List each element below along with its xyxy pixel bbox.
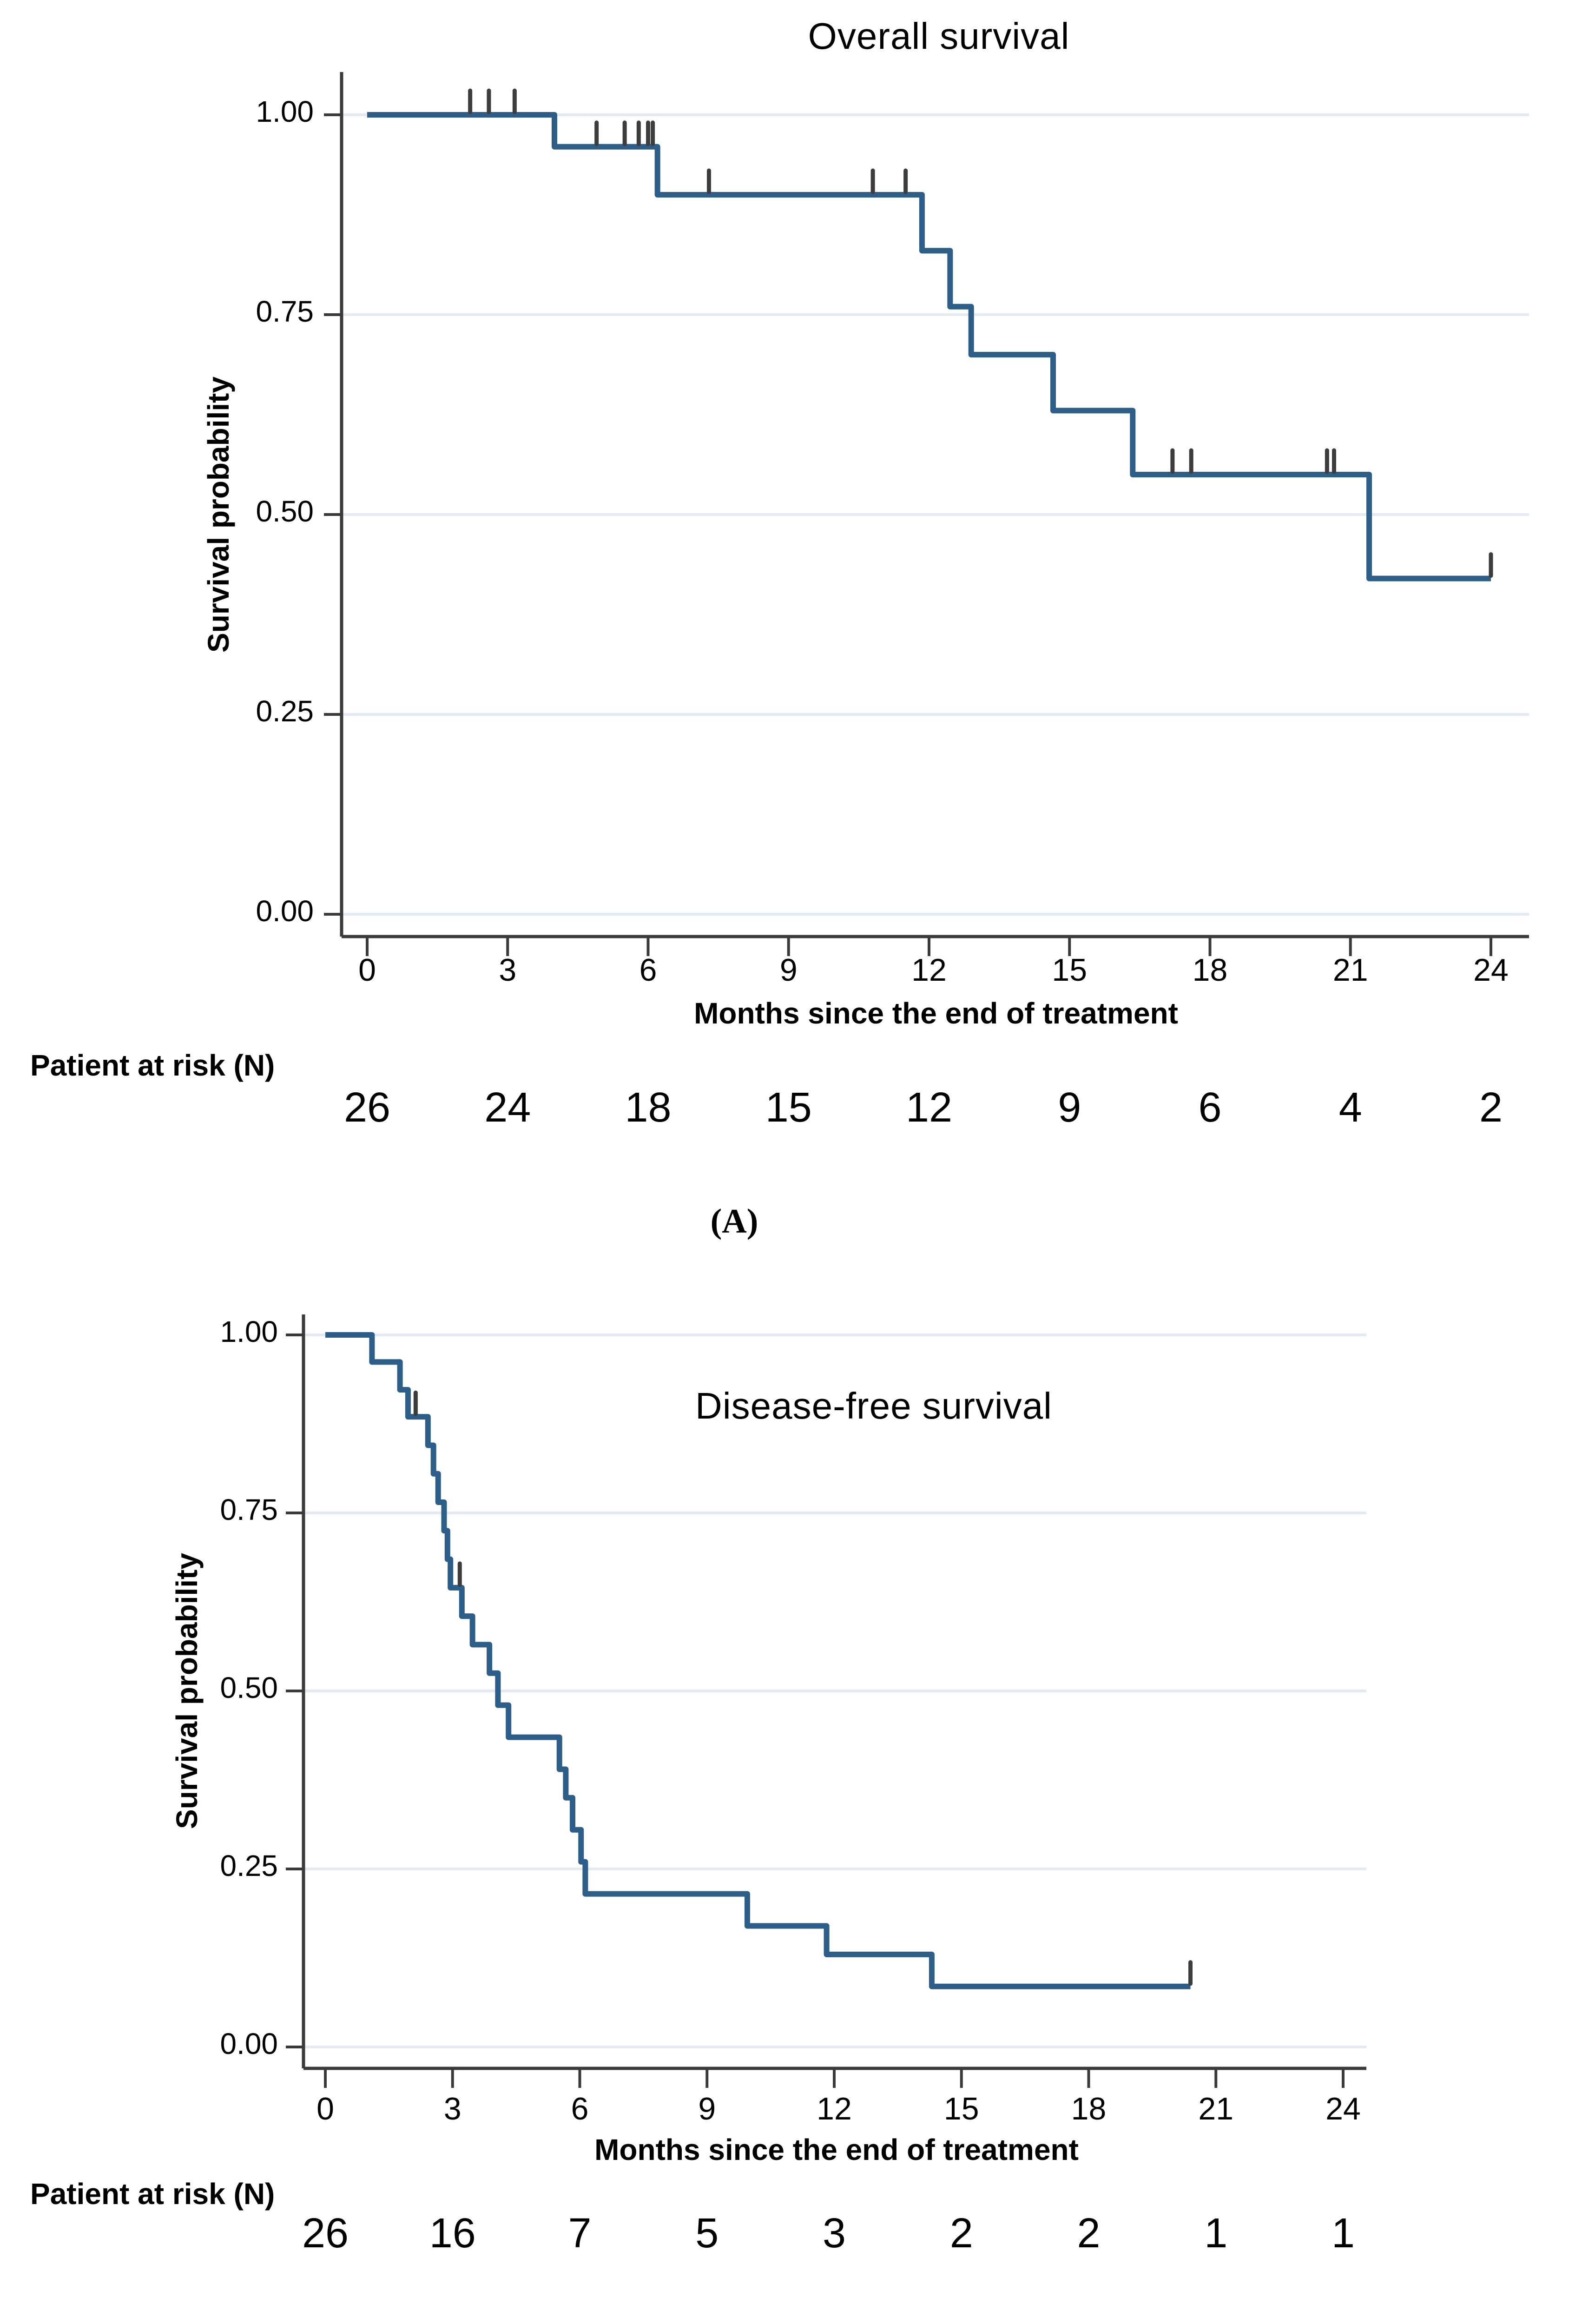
- at-risk-count: 1: [1204, 2210, 1228, 2257]
- x-tick-label: 15: [1052, 952, 1088, 988]
- x-tick-label: 21: [1332, 952, 1368, 988]
- y-tick-label: 0.25: [256, 694, 314, 728]
- at-risk-count: 6: [1198, 1084, 1222, 1131]
- x-tick-label: 6: [571, 2091, 589, 2126]
- y-tick-label: 0.75: [220, 1493, 278, 1526]
- panel-a-at-risk-label: Patient at risk (N): [30, 1049, 275, 1082]
- at-risk-count: 16: [429, 2210, 476, 2257]
- panel-b-title: Disease-free survival: [695, 1385, 1052, 1426]
- x-tick-label: 6: [639, 952, 657, 988]
- at-risk-count: 2: [1077, 2210, 1101, 2257]
- x-tick-label: 15: [943, 2091, 979, 2126]
- at-risk-count: 7: [568, 2210, 592, 2257]
- x-tick-label: 9: [698, 2091, 716, 2126]
- at-risk-count: 24: [484, 1084, 531, 1131]
- y-tick-label: 0.75: [256, 295, 314, 328]
- x-tick-label: 18: [1071, 2091, 1107, 2126]
- y-tick-label: 0.00: [256, 894, 314, 928]
- y-tick-label: 1.00: [256, 95, 314, 128]
- panel-a-title: Overall survival: [808, 15, 1070, 57]
- at-risk-count: 4: [1338, 1084, 1362, 1131]
- x-tick-label: 0: [316, 2091, 334, 2126]
- at-risk-count: 5: [695, 2210, 719, 2257]
- x-tick-label: 24: [1325, 2091, 1361, 2126]
- y-tick-label: 1.00: [220, 1315, 278, 1348]
- survival-curve: [325, 1332, 1191, 1989]
- y-tick-label: 0.50: [220, 1671, 278, 1704]
- x-tick-label: 9: [779, 952, 798, 988]
- panel-b-x-axis-title: Months since the end of treatment: [594, 2133, 1079, 2166]
- y-tick-label: 0.00: [220, 2027, 278, 2060]
- x-tick-label: 12: [911, 952, 947, 988]
- at-risk-count: 9: [1058, 1084, 1081, 1131]
- at-risk-count: 3: [822, 2210, 846, 2257]
- at-risk-count: 15: [765, 1084, 812, 1131]
- x-tick-label: 3: [443, 2091, 461, 2126]
- at-risk-count: 26: [343, 1084, 391, 1131]
- at-risk-count: 26: [302, 2210, 349, 2257]
- at-risk-count: 1: [1331, 2210, 1355, 2257]
- x-tick-label: 0: [358, 952, 376, 988]
- x-tick-label: 18: [1192, 952, 1228, 988]
- at-risk-count: 12: [905, 1084, 953, 1131]
- x-tick-label: 24: [1473, 952, 1509, 988]
- at-risk-count: 2: [1479, 1084, 1503, 1131]
- x-tick-label: 3: [499, 952, 517, 988]
- x-tick-label: 12: [817, 2091, 852, 2126]
- panel-b-at-risk-label: Patient at risk (N): [30, 2177, 275, 2211]
- at-risk-count: 2: [949, 2210, 973, 2257]
- at-risk-count: 18: [625, 1084, 672, 1131]
- survival-curve: [367, 112, 1491, 581]
- y-tick-label: 0.50: [256, 495, 314, 528]
- panel-a-x-axis-title: Months since the end of treatment: [694, 997, 1178, 1030]
- x-tick-label: 21: [1198, 2091, 1234, 2126]
- y-tick-label: 0.25: [220, 1849, 278, 1882]
- panel-a-caption: (A): [710, 1202, 758, 1241]
